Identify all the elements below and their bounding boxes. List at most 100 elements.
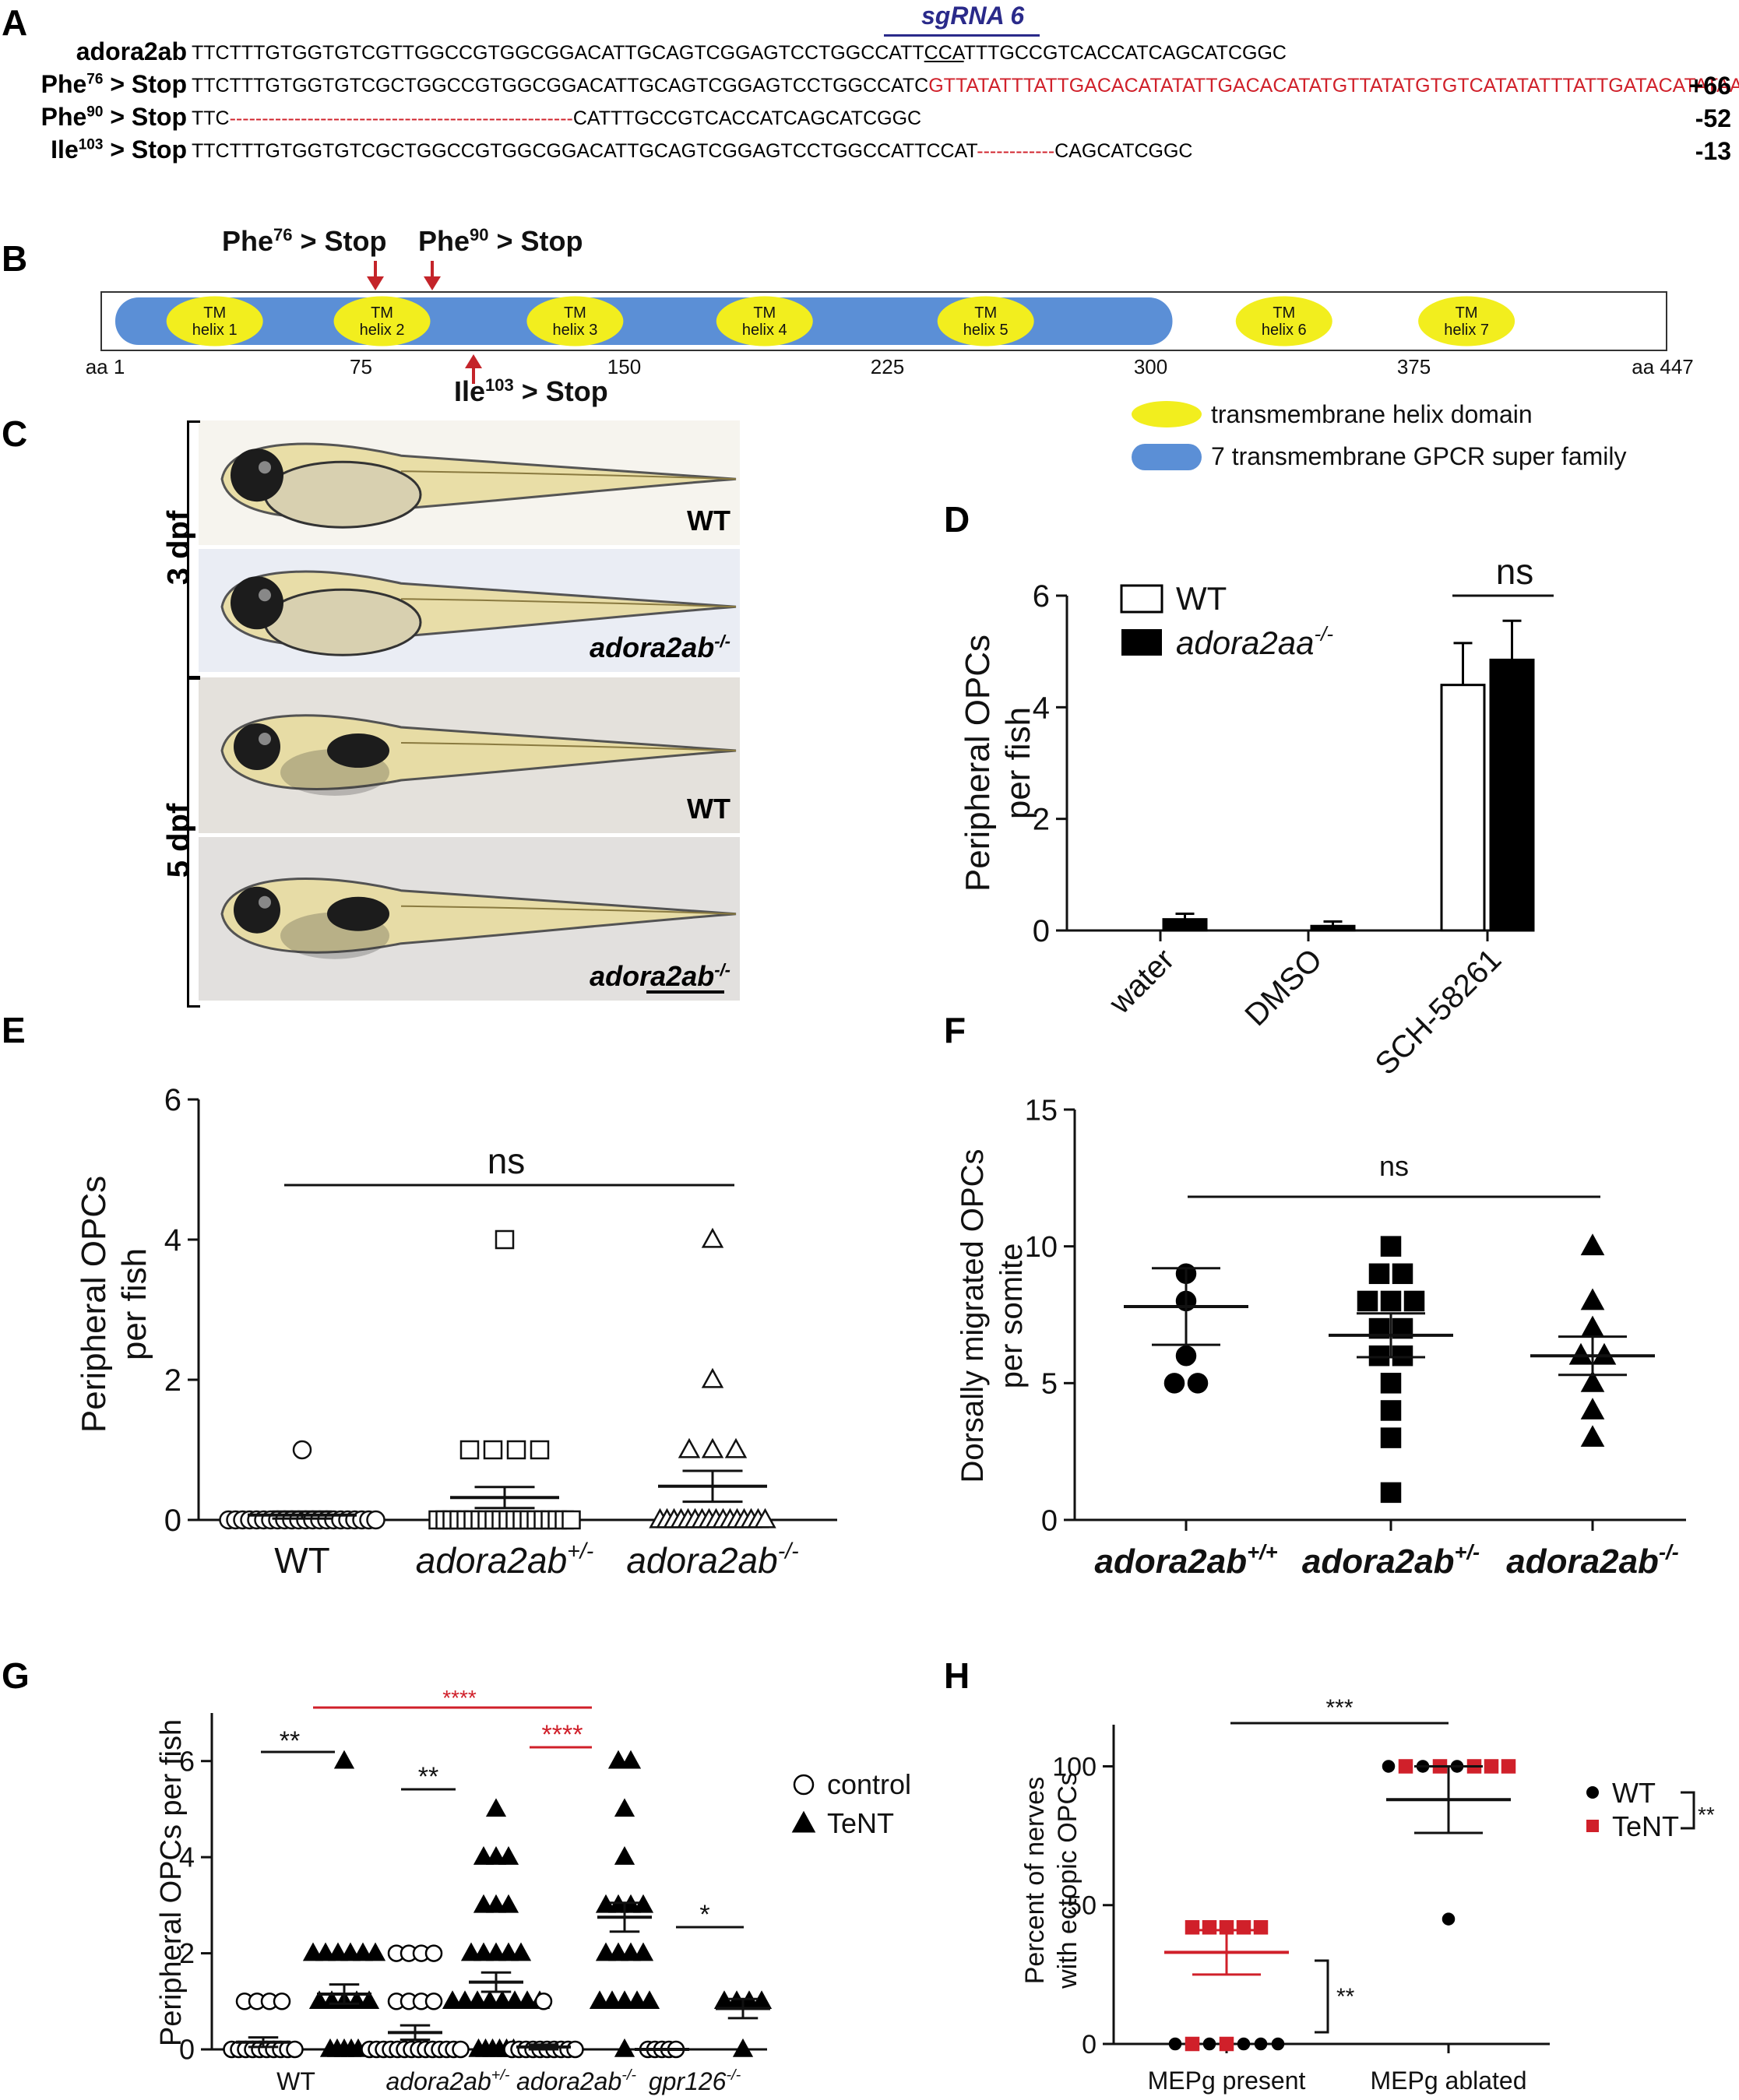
chart-f-point (1368, 1263, 1390, 1285)
chart-g-point (460, 1942, 482, 1961)
chart-h-legend-label: WT (1612, 1777, 1656, 1809)
chart-e-point (678, 1437, 701, 1458)
chart-e-point (530, 1440, 550, 1460)
chart-f-y-tick-label: 0 (1041, 1504, 1058, 1537)
tm-helix-label: helix 3 (553, 322, 598, 339)
sequence-row-label: Phe90 > Stop (40, 103, 187, 131)
tm-helix-label: TM (203, 304, 226, 322)
chart-g-point (595, 1942, 617, 1961)
chart-g-point (273, 1993, 291, 2010)
chart-g-y-tick-label: 4 (179, 1841, 195, 1873)
sgrna-underline (884, 34, 1040, 37)
arrow-label-phe90: Phe90 > Stop (418, 225, 583, 257)
chart-g-point (639, 1990, 660, 2010)
chart-g-point (614, 1846, 635, 1865)
sequence-text: TTCTTTGTGGTGTCGTTGGCCGTGGCGGACATTGCAGTCG… (192, 42, 1287, 64)
chart-g-point (498, 1846, 519, 1865)
chart-f-y-label: Dorsally migrated OPCs (956, 1148, 990, 1483)
chart-f-point (1580, 1233, 1605, 1256)
chart-d-y-tick-label: 4 (1033, 691, 1050, 725)
larva-drawing (220, 714, 737, 796)
larva-genotype-label: adora2ab-/- (590, 631, 730, 663)
larva-image (199, 420, 740, 545)
chart-e-y-label: Peripheral OPCs (75, 1176, 113, 1433)
chart-g-point (491, 1990, 513, 2010)
chart-g-point (424, 1993, 443, 2010)
chart-g-point (620, 1750, 642, 1769)
chart-f-point (1580, 1370, 1605, 1392)
tm-helix (333, 296, 431, 346)
chart-g-sig-label: **** (442, 1686, 477, 1710)
chart-g-point (498, 1942, 519, 1961)
chart-h-point-tent (1219, 2036, 1234, 2052)
larva-image (199, 677, 740, 833)
chart-g-point (466, 1990, 488, 2010)
chart-g-point (452, 2040, 470, 2059)
chart-g-legend-label: control (827, 1768, 911, 1800)
chart-d-y-label: per fish (999, 707, 1037, 819)
chart-g-point (442, 1990, 463, 2010)
indel-count: +66 (1688, 72, 1731, 100)
chart-h-point-wt (1382, 1760, 1396, 1773)
chart-h-point-wt (1271, 2037, 1285, 2051)
chart-e-point (701, 1367, 724, 1388)
chart-f-y-tick-label: 5 (1041, 1368, 1058, 1401)
aa-tick-label: 150 (607, 355, 641, 378)
chart-e-y-tick-label: 0 (164, 1504, 181, 1538)
chart-g-point (516, 1990, 538, 2010)
chart-h-point-wt (1254, 2037, 1268, 2051)
sequence-row-label: adora2ab (76, 37, 187, 65)
tm-helix-label: helix 4 (742, 322, 787, 339)
chart-e-y-tick-label: 2 (164, 1363, 181, 1398)
larva-drawing (220, 570, 737, 656)
chart-g-legend-label: TeNT (827, 1807, 894, 1839)
tm-helix-label: helix 1 (192, 322, 238, 339)
chart-g-point (566, 2040, 584, 2059)
larva-genotype-label: WT (687, 505, 730, 536)
larva-genotype-label: WT (687, 793, 730, 825)
chart-f-point (1380, 1236, 1402, 1257)
panel-b-label: B (2, 238, 28, 279)
chart-h-y-tick-label: 0 (1082, 2030, 1097, 2060)
chart-d-legend-swatch (1121, 629, 1162, 656)
chart-e-point (701, 1227, 724, 1248)
sequence-row-label: Phe76 > Stop (40, 70, 187, 98)
age-bracket (187, 677, 200, 1008)
legend-gpcr-swatch (1132, 444, 1202, 470)
chart-g-point (607, 1750, 629, 1769)
chart-g-point (607, 1894, 629, 1913)
chart-f-point (1403, 1290, 1425, 1312)
chart-h-point-tent (1202, 1920, 1217, 1935)
tm-helix-label: helix 6 (1262, 322, 1307, 339)
chart-f-point (1357, 1290, 1378, 1312)
larva-drawing (220, 878, 737, 959)
chart-f-point (1175, 1345, 1197, 1367)
chart-d-legend-swatch (1120, 584, 1163, 614)
chart-g-point (732, 2038, 754, 2057)
aa-tick-label: 375 (1397, 355, 1431, 378)
chart-d-bar (1440, 684, 1486, 932)
chart-h-x-tick-label: MEPg present (1148, 2067, 1306, 2095)
chart-g-point (302, 1942, 324, 1961)
chart-e-point (701, 1437, 724, 1458)
chart-g-x-tick-label: adora2ab+/- (386, 2067, 510, 2095)
chart-h-y-label: Percent of nerves (1020, 1777, 1050, 1984)
chart-h-legend-marker (1586, 1786, 1599, 1799)
chart-d-bar (1489, 658, 1535, 932)
larva-genotype-label: adora2ab-/- (590, 960, 730, 992)
chart-h-sig-label: ** (1336, 1984, 1355, 2010)
chart-e-point (483, 1440, 503, 1460)
chart-g-legend-marker (791, 1810, 816, 1833)
chart-h-legend-label: TeNT (1612, 1810, 1679, 1842)
chart-h-sig-bracket (1315, 1959, 1329, 2034)
chart-g-point (534, 1993, 553, 2010)
tm-helix-label: TM (753, 304, 776, 322)
arrow-phe76 (367, 276, 384, 290)
chart-g-point (473, 1894, 495, 1913)
chart-g-x-tick-label: WT (276, 2067, 315, 2095)
sequence-text: TTCTTTGTGGTGTCGCTGGCCGTGGCGGACATTGCAGTCG… (192, 140, 1193, 162)
chart-g-point (286, 2040, 304, 2059)
chart-f-x-tick-label: adora2ab-/- (1506, 1539, 1678, 1581)
chart-e-y-tick-label: 4 (164, 1223, 181, 1258)
